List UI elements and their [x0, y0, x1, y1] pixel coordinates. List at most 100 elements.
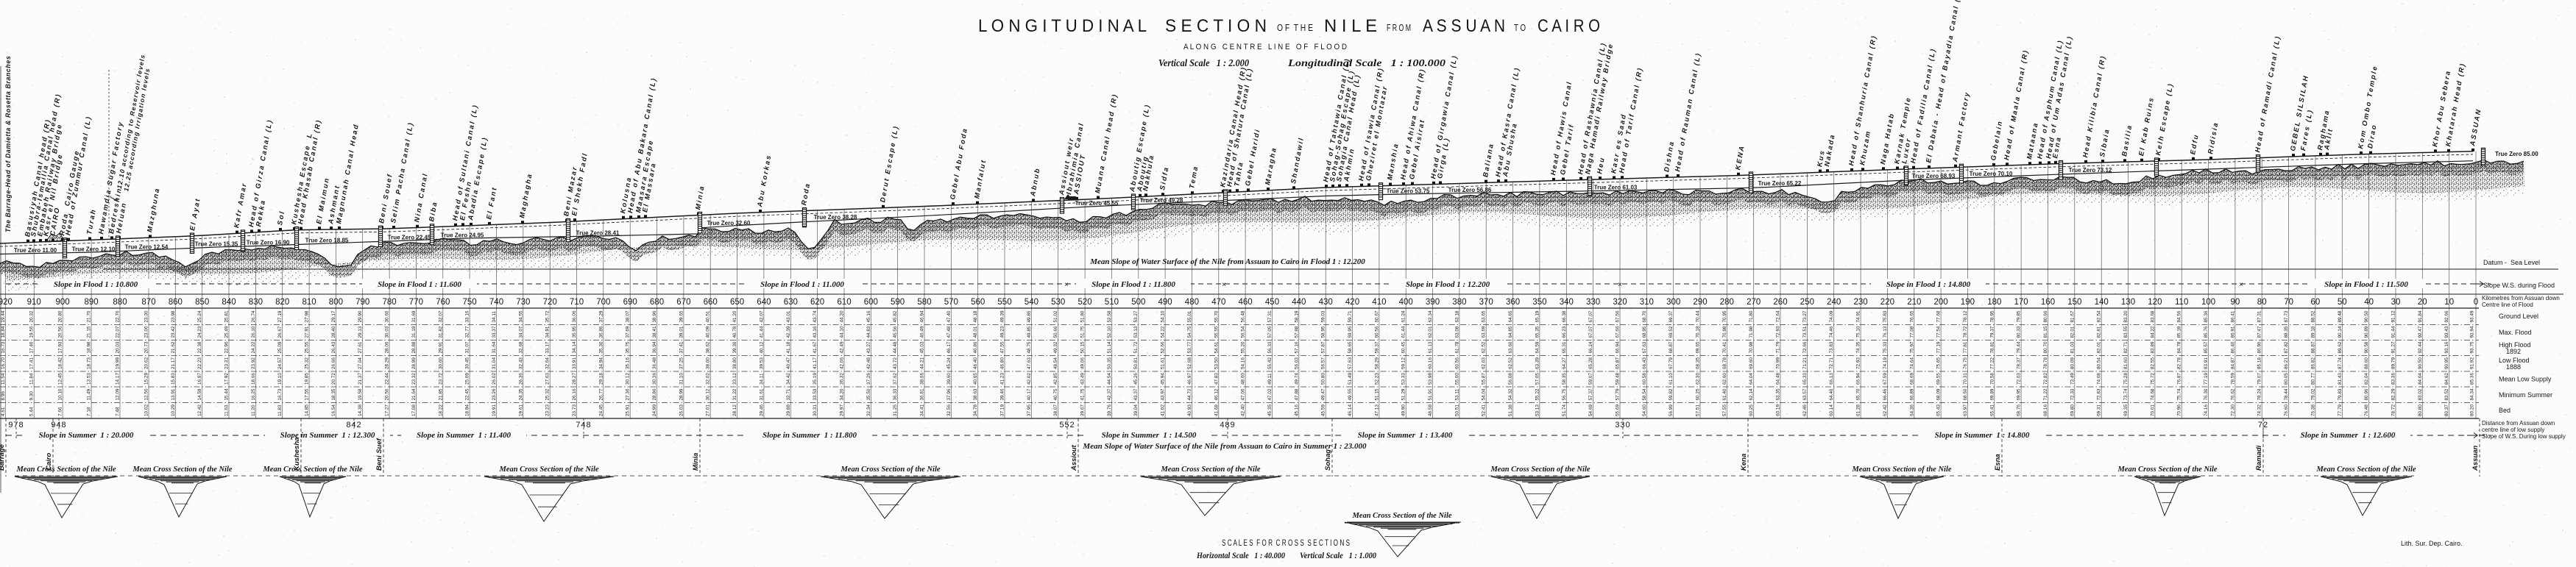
svg-text:51.49: 51.49	[1348, 373, 1353, 385]
svg-text:63.08: 63.08	[1454, 326, 1459, 338]
svg-text:77.22: 77.22	[1989, 357, 1995, 369]
svg-text:37.96: 37.96	[946, 388, 952, 400]
svg-text:20.73: 20.73	[144, 341, 149, 353]
svg-text:84.22: 84.22	[2150, 326, 2155, 338]
svg-text:78.95: 78.95	[1989, 310, 1995, 322]
svg-text:58.29: 58.29	[1374, 357, 1379, 369]
svg-text:39.76: 39.76	[1107, 404, 1112, 416]
svg-text:Biba: Biba	[427, 200, 439, 222]
svg-text:800: 800	[329, 298, 343, 307]
svg-text:91.12: 91.12	[2391, 310, 2396, 322]
svg-text:66.89: 66.89	[1909, 388, 1914, 400]
svg-text:49.47: 49.47	[1321, 388, 1326, 400]
svg-text:680: 680	[650, 298, 664, 307]
svg-text:C A I R O: C A I R O	[1538, 16, 1600, 36]
svg-text:340: 340	[1560, 298, 1574, 307]
svg-text:30.31: 30.31	[813, 404, 818, 416]
svg-text:45.59: 45.59	[1321, 404, 1326, 416]
svg-text:80.37: 80.37	[2444, 404, 2449, 416]
svg-text:82.54: 82.54	[2097, 310, 2102, 322]
svg-text:89.48: 89.48	[2338, 310, 2343, 322]
svg-text:47.40: 47.40	[946, 310, 952, 322]
svg-text:74.32: 74.32	[2257, 404, 2262, 416]
svg-text:N I L E: N I L E	[1324, 16, 1377, 36]
svg-text:49.74: 49.74	[1294, 373, 1299, 385]
svg-text:86.21: 86.21	[2284, 357, 2289, 369]
svg-text:47.55: 47.55	[1000, 341, 1005, 353]
svg-text:130: 130	[2121, 298, 2135, 307]
svg-text:552: 552	[1059, 421, 1075, 429]
svg-text:37.62: 37.62	[893, 373, 898, 385]
svg-text:26.02: 26.02	[492, 373, 497, 385]
svg-text:F R O M: F R O M	[1387, 23, 1411, 33]
svg-text:860: 860	[169, 298, 183, 307]
svg-text:35.95: 35.95	[572, 326, 577, 338]
svg-text:True Zero 49.28: True Zero 49.28	[1140, 197, 1183, 204]
svg-text:57.79: 57.79	[1616, 388, 1621, 400]
svg-text:77.68: 77.68	[1936, 310, 1942, 322]
svg-text:72.03: 72.03	[2017, 373, 2022, 385]
svg-text:69.55: 69.55	[1936, 373, 1942, 385]
svg-text:81.03: 81.03	[2070, 341, 2075, 353]
svg-text:40.09: 40.09	[706, 326, 711, 338]
svg-text:93.49: 93.49	[2470, 310, 2475, 322]
svg-text:89.62: 89.62	[2338, 341, 2343, 353]
svg-text:91.84: 91.84	[2418, 310, 2423, 322]
svg-text:35.16: 35.16	[626, 357, 631, 369]
svg-text:90: 90	[2231, 298, 2240, 307]
svg-text:Edfu: Edfu	[2188, 133, 2200, 155]
svg-text:50: 50	[2338, 298, 2347, 307]
svg-text:78.72: 78.72	[1963, 326, 1968, 338]
svg-text:Barrage: Barrage	[0, 443, 6, 471]
svg-text:23.30: 23.30	[144, 310, 149, 322]
svg-text:34.78: 34.78	[973, 404, 978, 416]
svg-text:76.62: 76.62	[2230, 388, 2235, 400]
svg-text:42.37: 42.37	[1107, 388, 1112, 400]
svg-text:22.07: 22.07	[116, 326, 121, 338]
svg-text:52.68: 52.68	[1187, 357, 1192, 369]
svg-text:13.53: 13.53	[87, 373, 92, 385]
svg-text:88.60: 88.60	[2364, 357, 2369, 369]
svg-text:L O N G I T U D I N A L: L O N G I T U D I N A L	[978, 16, 1147, 36]
svg-text:89.79: 89.79	[2391, 357, 2396, 369]
svg-text:210: 210	[1907, 298, 1921, 307]
svg-text:72.93: 72.93	[1776, 326, 1781, 338]
svg-text:40.47: 40.47	[786, 357, 791, 369]
svg-text:92.66: 92.66	[2444, 310, 2449, 322]
svg-text:64.04: 64.04	[1749, 373, 1754, 385]
svg-text:True Zero 15.35: True Zero 15.35	[195, 241, 238, 248]
svg-text:60.25: 60.25	[1749, 404, 1754, 416]
svg-text:22.45: 22.45	[465, 388, 470, 400]
svg-text:70.96: 70.96	[2177, 404, 2182, 416]
svg-text:70.41: 70.41	[1722, 341, 1727, 353]
svg-text:30.12: 30.12	[706, 388, 711, 400]
svg-text:23.31: 23.31	[224, 357, 230, 369]
svg-text:47.88: 47.88	[1294, 388, 1299, 400]
svg-text:25.32: 25.32	[305, 357, 310, 369]
svg-text:Bed: Bed	[2499, 407, 2510, 414]
svg-text:Vertical Scale 1 : 1.000: Vertical Scale 1 : 1.000	[1300, 552, 1376, 560]
svg-text:61.28: 61.28	[1856, 404, 1861, 416]
svg-text:24.35: 24.35	[518, 388, 523, 400]
svg-text:87.31: 87.31	[2257, 310, 2262, 322]
svg-text:37.29: 37.29	[598, 310, 604, 322]
svg-text:Slope in Flood 1 : 12.200: Slope in Flood 1 : 12.200	[1406, 280, 1490, 289]
svg-text:83.52: 83.52	[2444, 388, 2449, 400]
svg-text:64.36: 64.36	[1909, 404, 1914, 416]
svg-text:45.26: 45.26	[1133, 373, 1139, 385]
svg-text:True Zero 32.60: True Zero 32.60	[707, 220, 751, 227]
svg-text:57.63: 57.63	[1348, 357, 1353, 369]
svg-text:30.12: 30.12	[626, 373, 631, 385]
svg-text:70.98: 70.98	[1722, 326, 1727, 338]
svg-text:Mean Slope of Water Surface of: Mean Slope of Water Surface of the Nile …	[1089, 257, 1365, 266]
svg-text:81.15: 81.15	[2043, 326, 2048, 338]
svg-text:Slope in Flood 1 : 11.800: Slope in Flood 1 : 11.800	[1091, 280, 1175, 289]
svg-text:20: 20	[2418, 298, 2427, 307]
svg-text:39.46: 39.46	[1000, 388, 1005, 400]
svg-text:31.19: 31.19	[411, 326, 417, 338]
svg-text:66.24: 66.24	[1588, 341, 1593, 353]
svg-text:Slope in Summer 1 : 20.000: Slope in Summer 1 : 20.000	[39, 431, 134, 440]
svg-text:37.41: 37.41	[679, 341, 684, 353]
svg-text:640: 640	[757, 298, 771, 307]
svg-text:18.98: 18.98	[87, 341, 92, 353]
